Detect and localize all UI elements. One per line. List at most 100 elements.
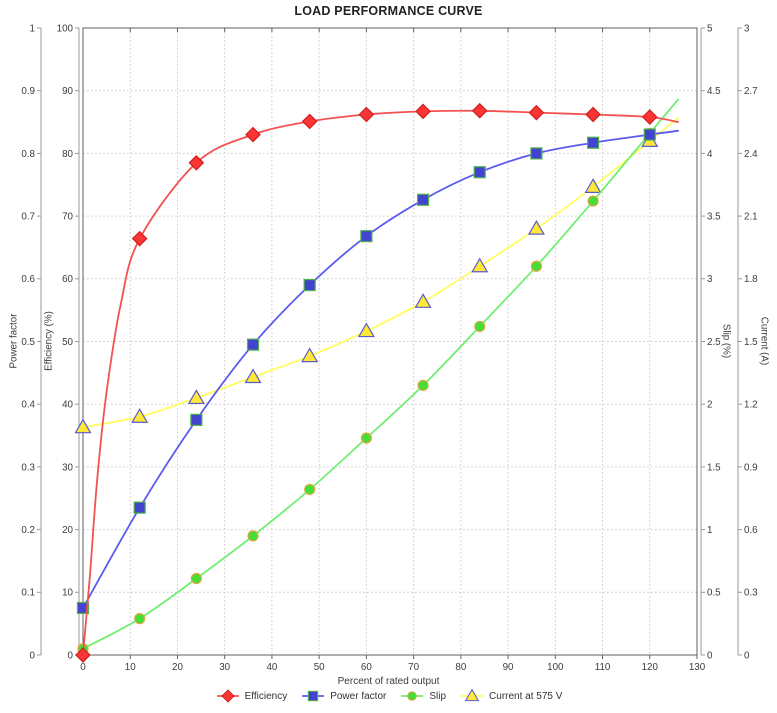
current-at-575-v-fit-line — [82, 117, 679, 429]
efficiency-axis-title: Efficiency (%) — [43, 311, 55, 371]
svg-text:3: 3 — [744, 23, 750, 34]
diamond-marker — [188, 154, 205, 171]
circle-marker — [247, 530, 259, 542]
svg-text:10: 10 — [62, 588, 73, 599]
chart-title: LOAD PERFORMANCE CURVE — [294, 4, 483, 18]
svg-text:1.8: 1.8 — [744, 274, 758, 285]
svg-text:0.6: 0.6 — [21, 274, 35, 285]
svg-text:120: 120 — [642, 662, 659, 673]
slip-markers — [77, 127, 656, 655]
svg-text:70: 70 — [62, 212, 73, 223]
legend-item-power-factor: Power factor — [300, 688, 386, 704]
legend-item-current-at-575-v: Current at 575 V — [459, 688, 562, 704]
current-at-575-v-markers — [74, 132, 659, 434]
svg-text:1.5: 1.5 — [744, 337, 758, 348]
triangle-marker — [244, 368, 262, 384]
series-slip — [77, 98, 679, 655]
legend-label: Current at 575 V — [489, 690, 563, 702]
svg-text:20: 20 — [172, 662, 183, 673]
circle-marker — [530, 260, 543, 272]
svg-text:0: 0 — [30, 650, 36, 661]
square-marker — [303, 278, 316, 292]
square-legend-icon — [302, 690, 325, 702]
diamond-marker — [358, 106, 375, 123]
square-marker — [133, 501, 146, 514]
diamond-marker — [131, 230, 148, 247]
svg-text:90: 90 — [62, 86, 73, 97]
efficiency-markers — [75, 102, 658, 663]
frame-ticks — [82, 28, 698, 659]
triangle-marker — [131, 408, 149, 423]
triangle-marker — [471, 257, 489, 273]
svg-text:5: 5 — [707, 23, 713, 34]
circle-marker — [474, 320, 486, 333]
series-power-factor — [76, 128, 679, 615]
svg-text:0.1: 0.1 — [21, 588, 35, 599]
circle-legend-icon — [401, 691, 424, 701]
circle-marker — [417, 379, 429, 391]
square-marker — [76, 601, 90, 615]
circle-marker — [190, 572, 202, 585]
svg-text:40: 40 — [62, 400, 73, 411]
svg-text:4.5: 4.5 — [707, 86, 721, 97]
svg-text:60: 60 — [361, 662, 372, 673]
svg-text:0.5: 0.5 — [21, 337, 35, 348]
triangle-marker — [301, 347, 319, 363]
svg-text:100: 100 — [57, 23, 74, 34]
svg-text:110: 110 — [595, 662, 611, 673]
diamond-marker — [75, 647, 91, 663]
square-marker — [473, 166, 486, 179]
svg-text:0.4: 0.4 — [21, 400, 35, 411]
svg-text:4: 4 — [707, 149, 713, 160]
svg-text:70: 70 — [408, 662, 419, 673]
slip-axis-title: Slip (%) — [720, 323, 732, 359]
triangle-marker — [464, 688, 480, 702]
gridlines — [83, 28, 697, 655]
power-factor-markers — [76, 128, 656, 615]
svg-text:1: 1 — [30, 23, 35, 34]
slip-fit-line — [82, 98, 679, 650]
square-marker — [360, 230, 373, 243]
diamond-marker — [245, 126, 261, 143]
diamond-marker — [220, 689, 235, 703]
power-factor-axis-title: Power factor — [8, 313, 20, 369]
power-factor-axis: 0 0.1 0.2 0.3 0.4 0.5 0.6 0.7 0.8 0.9 1 — [21, 23, 42, 661]
legend-item-slip: Slip — [399, 688, 446, 704]
svg-text:3: 3 — [707, 274, 713, 285]
svg-text:1.5: 1.5 — [707, 462, 721, 473]
svg-text:2.4: 2.4 — [744, 149, 758, 160]
current-axis-title: Current (A) — [758, 316, 770, 366]
square-marker — [416, 193, 430, 206]
svg-text:30: 30 — [219, 662, 230, 673]
svg-text:0: 0 — [744, 650, 750, 661]
circle-marker — [360, 432, 372, 444]
svg-text:0: 0 — [68, 650, 74, 661]
triangle-marker — [187, 389, 205, 405]
circle-marker — [304, 483, 316, 496]
current-axis: 0 0.3 0.6 0.9 1.2 1.5 1.8 2.1 2.4 2.7 3 — [737, 23, 758, 661]
svg-text:0.8: 0.8 — [21, 149, 35, 160]
legend-label: Slip — [429, 690, 447, 702]
svg-text:100: 100 — [547, 662, 564, 673]
svg-text:0.9: 0.9 — [744, 462, 758, 473]
svg-text:20: 20 — [62, 525, 73, 536]
svg-text:90: 90 — [503, 662, 514, 673]
svg-text:10: 10 — [125, 662, 136, 673]
svg-text:1: 1 — [707, 525, 712, 536]
svg-text:0.3: 0.3 — [21, 462, 35, 473]
svg-text:0.5: 0.5 — [707, 588, 721, 599]
diamond-marker — [415, 103, 431, 120]
plot-frame — [82, 27, 698, 656]
triangle-marker — [527, 219, 545, 235]
legend: Efficiency Power factor Slip Current at 575… — [0, 688, 777, 704]
square-marker — [308, 690, 319, 702]
svg-text:0.2: 0.2 — [21, 525, 35, 536]
triangle-marker — [357, 322, 375, 338]
svg-text:3.5: 3.5 — [707, 212, 721, 223]
diamond-marker — [641, 109, 658, 125]
svg-text:80: 80 — [62, 149, 73, 160]
square-marker — [190, 413, 203, 426]
diamond-marker — [585, 106, 601, 123]
